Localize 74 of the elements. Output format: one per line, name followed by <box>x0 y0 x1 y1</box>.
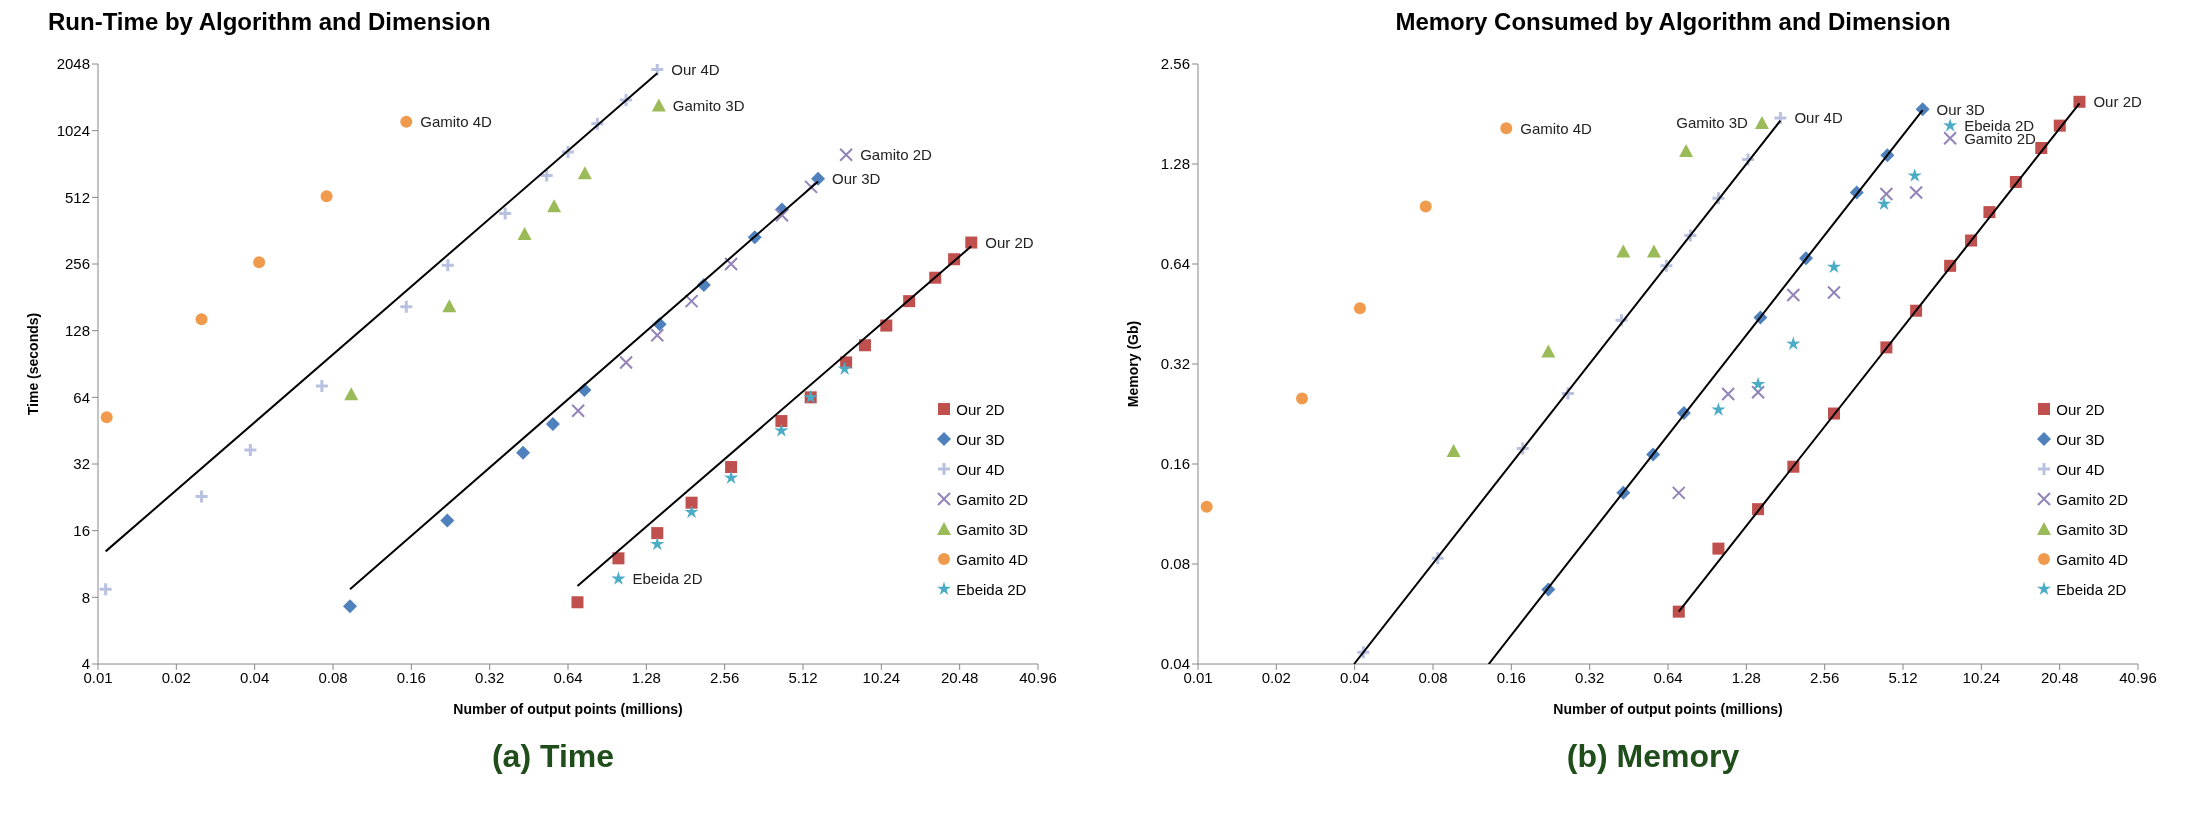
annotation: Gamito 3D <box>672 96 745 114</box>
x-tick-label: 0.02 <box>161 668 191 686</box>
x-tick-label: 0.04 <box>240 668 270 686</box>
legend-label: Our 4D <box>956 460 1005 478</box>
y-axis-title: Time (seconds) <box>24 312 41 416</box>
annotation: Our 3D <box>1936 100 1986 118</box>
x-tick-label: 40.96 <box>2119 668 2157 686</box>
x-tick-label: 0.08 <box>318 668 348 686</box>
y-tick-label: 1024 <box>56 121 90 139</box>
y-tick-label: 512 <box>64 188 90 206</box>
annotation: Our 4D <box>1794 109 1843 127</box>
legend-label: Our 3D <box>2056 430 2105 448</box>
annotation: Our 2D <box>2093 93 2142 111</box>
y-tick-label: 1.28 <box>1160 155 1190 173</box>
legend-label: Gamito 2D <box>956 490 1028 508</box>
y-tick-label: 256 <box>64 255 90 273</box>
y-tick-label: 2.56 <box>1160 55 1190 73</box>
y-tick-label: 0.16 <box>1160 455 1190 473</box>
x-tick-label: 20.48 <box>2040 668 2079 686</box>
x-tick-label: 5.12 <box>1888 668 1918 686</box>
text: (b) Memory <box>1565 738 1741 775</box>
y-tick-label: 128 <box>64 321 90 339</box>
x-tick-label: 0.32 <box>1575 668 1605 686</box>
x-tick-label: 40.96 <box>1019 668 1057 686</box>
legend-label: Gamito 2D <box>2056 490 2128 508</box>
legend-label: Gamito 4D <box>956 550 1028 568</box>
legend-label: Our 3D <box>956 430 1005 448</box>
y-tick-label: 0.64 <box>1160 255 1190 273</box>
x-axis-title: Number of output points (millions) <box>453 701 683 717</box>
annotation: Gamito 4D <box>420 113 493 131</box>
x-tick-label: 2.56 <box>710 668 740 686</box>
legend-label: Ebeida 2D <box>2056 580 2127 598</box>
x-tick-label: 0.08 <box>1418 668 1448 686</box>
legend-label: Ebeida 2D <box>956 580 1027 598</box>
chart-title: Memory Consumed by Algorithm and Dimension <box>1394 8 1952 37</box>
y-tick-label: 8 <box>81 588 90 606</box>
legend-label: Our 2D <box>2056 400 2105 418</box>
legend-label: Gamito 3D <box>2056 520 2128 538</box>
legend-label: Gamito 4D <box>2056 550 2128 568</box>
y-tick-label: 2048 <box>56 55 90 73</box>
annotation: Our 4D <box>671 60 720 78</box>
legend-label: Gamito 3D <box>956 520 1028 538</box>
x-tick-label: 1.28 <box>1731 668 1761 686</box>
x-tick-label: 2.56 <box>1810 668 1840 686</box>
y-tick-label: 16 <box>73 521 90 539</box>
x-tick-label: 20.48 <box>940 668 979 686</box>
annotation: Our 3D <box>832 170 881 188</box>
x-tick-label: 5.12 <box>788 668 818 686</box>
y-tick-label: 32 <box>73 455 90 473</box>
x-tick-label: 0.16 <box>1496 668 1526 686</box>
x-axis-title: Number of output points (millions) <box>1553 701 1783 717</box>
y-tick-label: 0.08 <box>1160 555 1190 573</box>
annotation: Gamito 2D <box>860 146 932 164</box>
annotation: Ebeida 2D <box>632 570 703 588</box>
legend-label: Our 4D <box>2056 460 2105 478</box>
x-tick-label: 1.28 <box>631 668 661 686</box>
annotation: Our 2D <box>985 233 1034 251</box>
annotation: Gamito 3D <box>1676 114 1749 132</box>
legend-label: Our 2D <box>956 400 1005 418</box>
x-tick-label: 0.64 <box>553 668 583 686</box>
x-tick-label: 0.32 <box>475 668 505 686</box>
x-tick-label: 0.64 <box>1653 668 1683 686</box>
y-tick-label: 64 <box>73 388 90 406</box>
x-tick-label: 10.24 <box>1962 668 2001 686</box>
x-tick-label: 0.16 <box>396 668 426 686</box>
x-tick-label: 0.02 <box>1261 668 1291 686</box>
chart-title: Run-Time by Algorithm and Dimension <box>47 8 492 37</box>
annotation: Ebeida 2D <box>1964 116 2035 134</box>
x-tick-label: 10.24 <box>862 668 901 686</box>
text: (a) Time <box>490 738 616 775</box>
y-axis-title: Memory (Gb) <box>1124 320 1141 408</box>
x-tick-label: 0.04 <box>1340 668 1370 686</box>
y-tick-label: 0.32 <box>1160 355 1190 373</box>
annotation: Gamito 4D <box>1520 119 1593 137</box>
